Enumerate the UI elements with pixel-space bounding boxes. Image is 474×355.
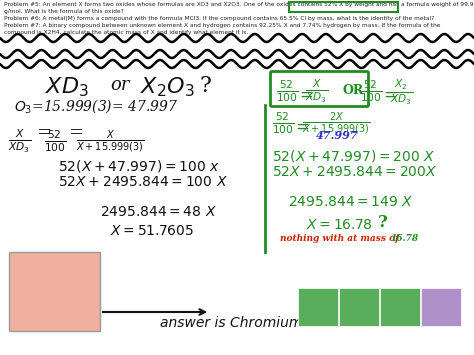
Text: ?: ? [200, 75, 212, 97]
Text: $\frac{2X}{X+15.999(3)}$: $\frac{2X}{X+15.999(3)}$ [302, 110, 371, 137]
Text: $\frac{52}{100}$: $\frac{52}{100}$ [360, 78, 383, 104]
Text: 1: 1 [92, 276, 97, 285]
Text: OR: OR [343, 84, 364, 97]
Text: 8: 8 [92, 262, 97, 271]
Text: Oxygen: Oxygen [348, 316, 370, 321]
Text: 16.78: 16.78 [390, 234, 418, 243]
FancyBboxPatch shape [9, 251, 100, 331]
Text: $\frac{52}{100}$: $\frac{52}{100}$ [276, 78, 298, 104]
Text: $\frac{X}{XD_3}$: $\frac{X}{XD_3}$ [305, 78, 328, 105]
Text: $52(X+47.997) = 100\ x$: $52(X+47.997) = 100\ x$ [58, 158, 220, 174]
Text: Problem #7: A binary compound between unknown element X and hydrogen contains 92: Problem #7: A binary compound between un… [4, 23, 440, 28]
Text: F: F [393, 302, 407, 321]
Text: Ne: Ne [426, 302, 456, 321]
Text: $52(X+47.997) = 200\ X$: $52(X+47.997) = 200\ X$ [272, 148, 435, 164]
Text: 15.999: 15.999 [349, 321, 369, 326]
FancyBboxPatch shape [339, 288, 379, 326]
Text: compound is X2H4, calculate the atomic mass of X and identify what element it is: compound is X2H4, calculate the atomic m… [4, 30, 248, 35]
Text: $2495.844=149\ X$: $2495.844=149\ X$ [288, 195, 414, 209]
Text: 14.007: 14.007 [309, 321, 328, 326]
Text: 7: 7 [300, 290, 305, 299]
Text: Problem #5: An element X forms two oxides whose formulas are XO3 and X2O3. One o: Problem #5: An element X forms two oxide… [4, 2, 474, 7]
Text: =: = [68, 124, 83, 142]
Text: $\frac{52}{100}$: $\frac{52}{100}$ [44, 128, 66, 154]
Text: Fluorine: Fluorine [389, 316, 411, 321]
FancyBboxPatch shape [421, 288, 461, 326]
Text: $O_3$=15.999(3)= 47.997: $O_3$=15.999(3)= 47.997 [14, 97, 178, 115]
Text: $52X+2495.844=200X$: $52X+2495.844=200X$ [272, 165, 438, 179]
Text: 10: 10 [423, 290, 434, 299]
Text: $=$: $=$ [296, 86, 313, 103]
Text: $\frac{X}{XD_3}$: $\frac{X}{XD_3}$ [8, 128, 31, 155]
Text: 24: 24 [12, 255, 26, 265]
Text: nothing with at mass of: nothing with at mass of [280, 234, 399, 243]
Text: Problem #6: A metal(M) forms a compound with the formula MCl3. If the compound c: Problem #6: A metal(M) forms a compound … [4, 16, 434, 21]
Text: $=$: $=$ [292, 118, 310, 135]
FancyBboxPatch shape [298, 288, 338, 326]
Text: $X = 16.78$: $X = 16.78$ [306, 218, 373, 232]
Text: $X = 51.7605$: $X = 51.7605$ [110, 224, 194, 238]
Text: Nitrogen: Nitrogen [306, 316, 330, 321]
Text: Cr: Cr [15, 270, 63, 308]
Text: answer is Chromium: answer is Chromium [160, 316, 302, 330]
Text: 8: 8 [341, 290, 346, 299]
FancyBboxPatch shape [380, 288, 420, 326]
Text: g/mol. What is the formula of this oxide?: g/mol. What is the formula of this oxide… [4, 9, 124, 14]
Text: O: O [351, 302, 367, 321]
Text: $2495.844 = 48\ X$: $2495.844 = 48\ X$ [100, 205, 217, 219]
Text: 9: 9 [382, 290, 387, 299]
Text: 2: 2 [92, 255, 97, 264]
Text: 13: 13 [87, 269, 97, 278]
Text: 20.180: 20.180 [431, 321, 451, 326]
Text: 47.997: 47.997 [316, 130, 359, 141]
Text: N: N [310, 302, 326, 321]
Text: $52X+2495.844=100\ X$: $52X+2495.844=100\ X$ [58, 175, 228, 189]
Text: ?: ? [378, 214, 388, 231]
Text: $XD_3$: $XD_3$ [45, 75, 89, 99]
Text: 18.998: 18.998 [391, 321, 410, 326]
Text: 51.996: 51.996 [12, 318, 46, 328]
Text: or: or [110, 76, 129, 94]
Text: Neon: Neon [434, 316, 448, 321]
Text: $\frac{X}{X+15.999(3)}$: $\frac{X}{X+15.999(3)}$ [76, 128, 145, 155]
Text: =: = [36, 124, 51, 142]
Text: $\frac{X_2}{XD_3}$: $\frac{X_2}{XD_3}$ [390, 78, 413, 107]
Text: $X_2O_3$: $X_2O_3$ [140, 75, 195, 99]
Text: Chromium: Chromium [12, 308, 63, 318]
Text: $\frac{52}{100}$: $\frac{52}{100}$ [272, 110, 294, 136]
Text: $=$: $=$ [380, 86, 397, 103]
